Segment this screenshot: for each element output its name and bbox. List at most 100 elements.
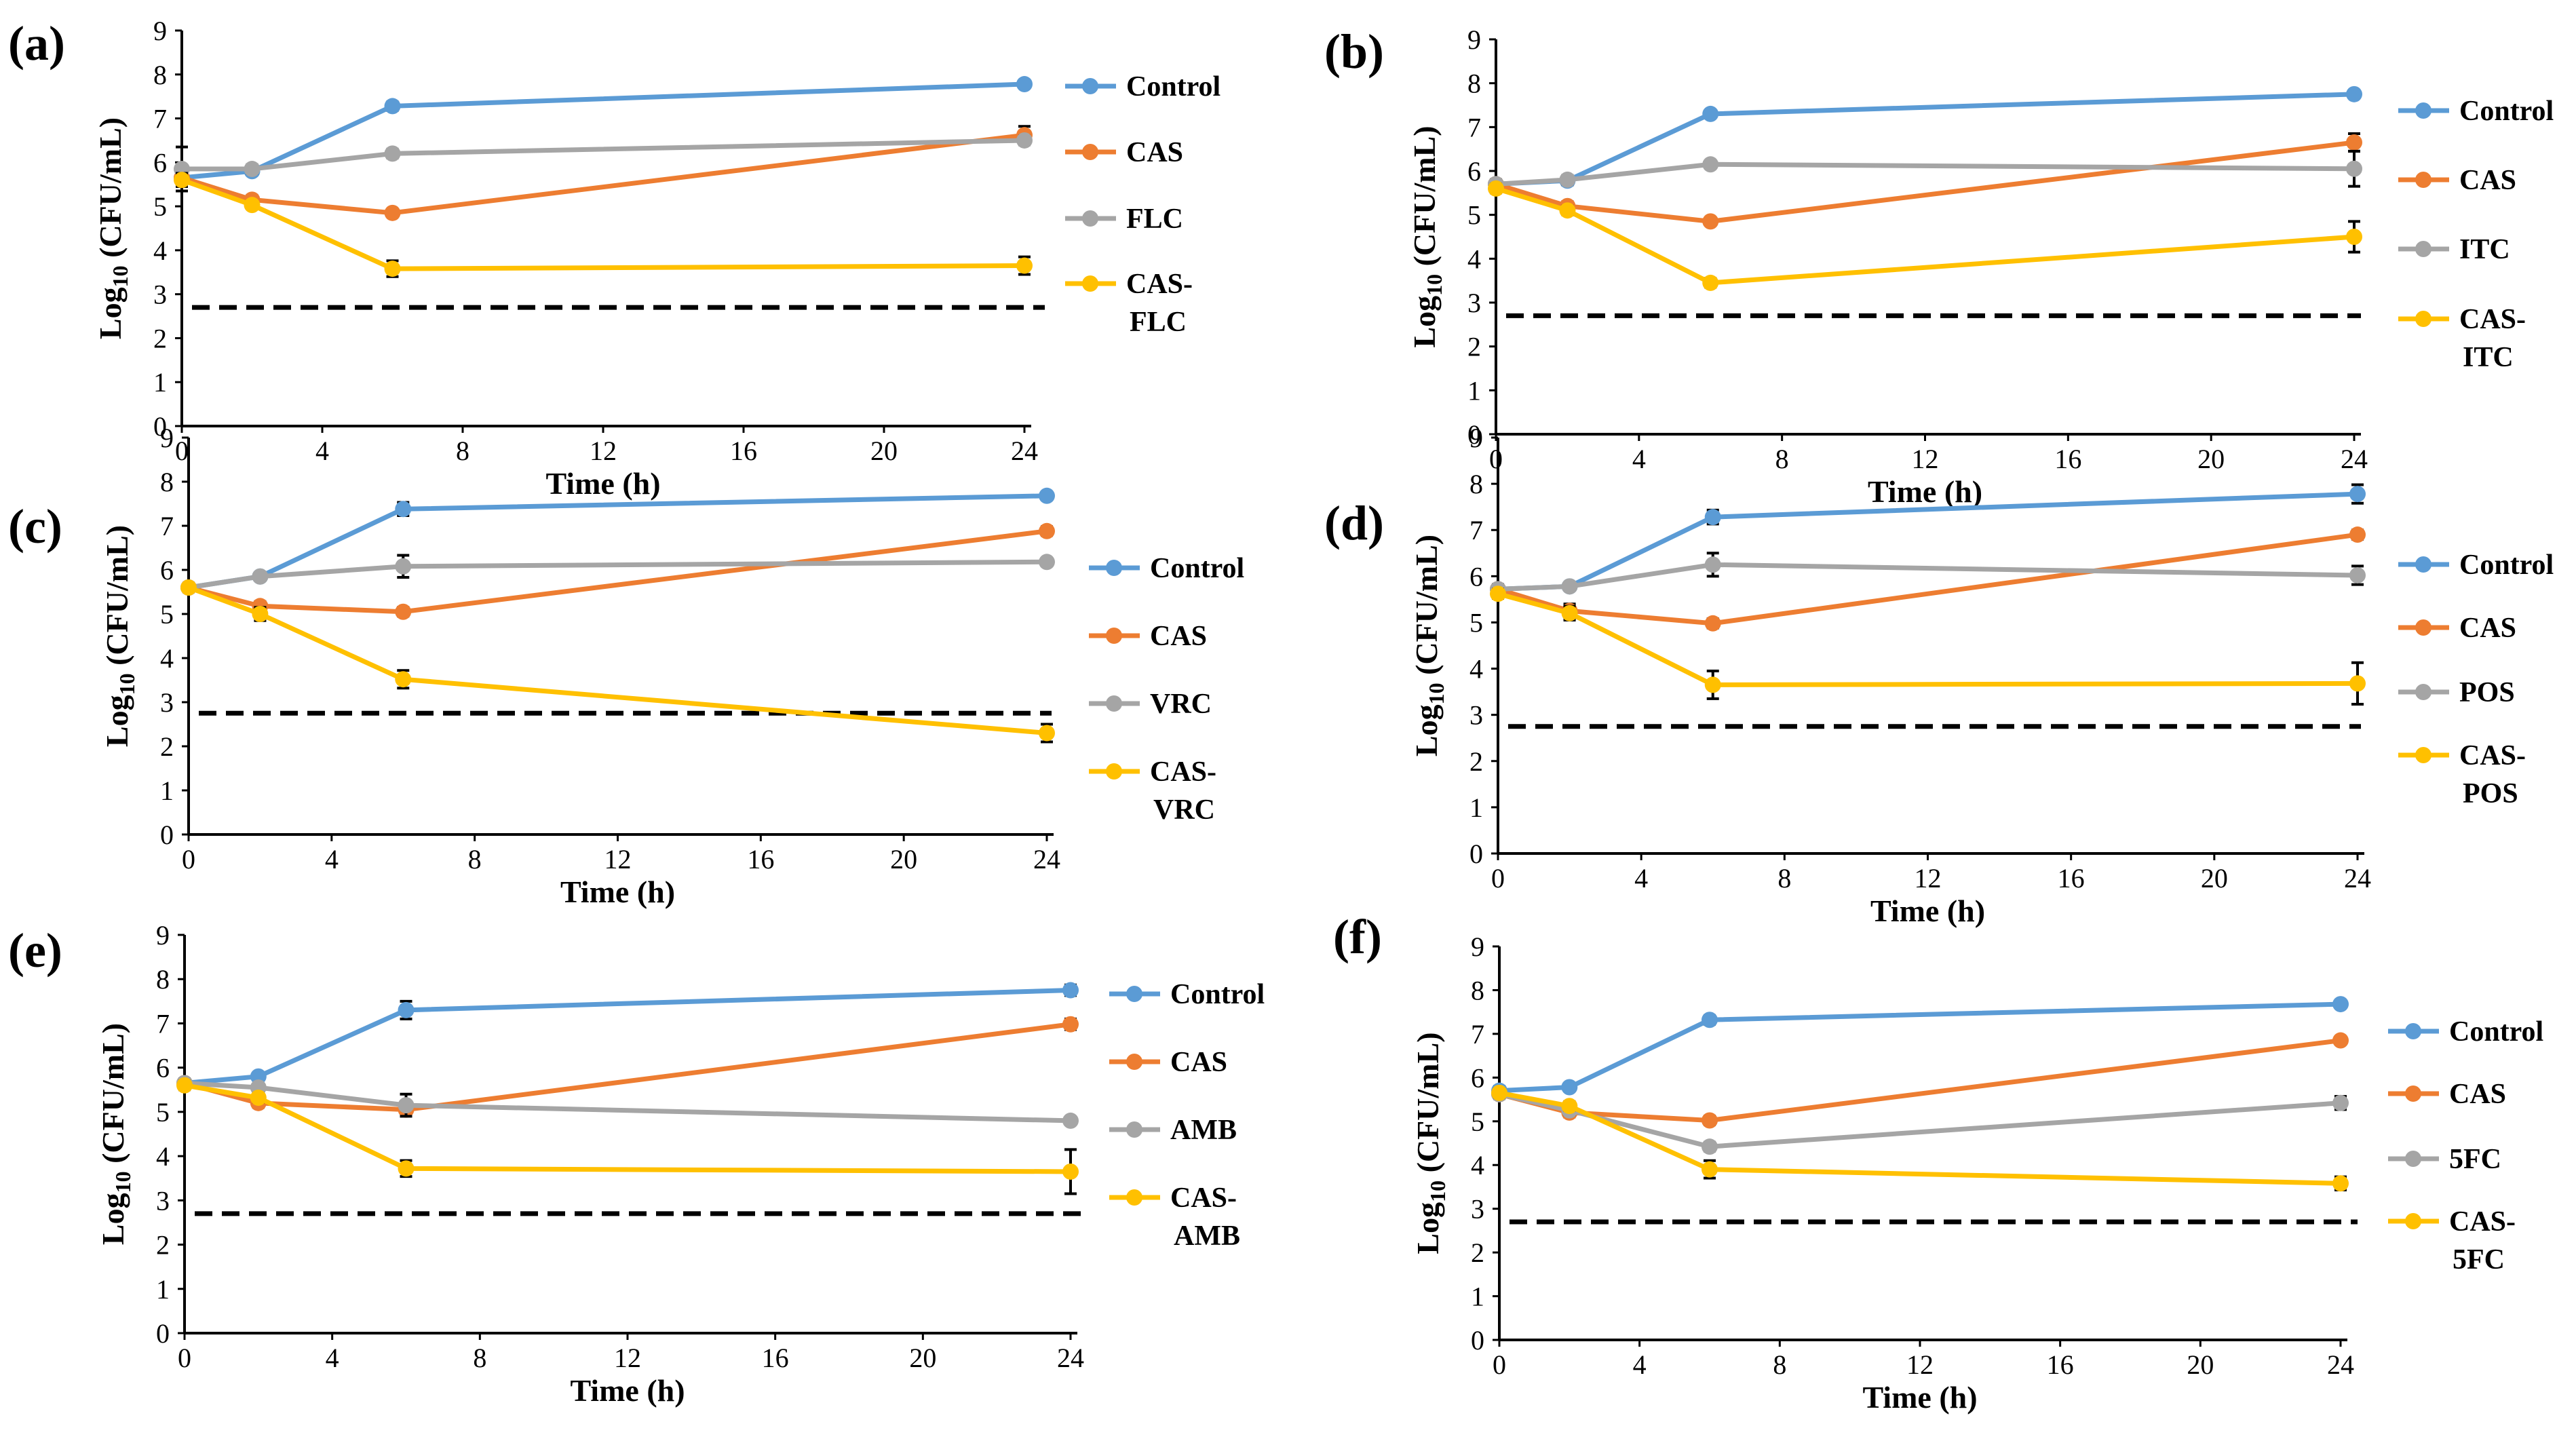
data-point (1062, 1112, 1079, 1129)
y-tick-label: 9 (1467, 24, 1481, 55)
data-point (174, 172, 190, 189)
x-tick-label: 12 (614, 1343, 641, 1373)
y-tick-label: 2 (153, 323, 167, 353)
y-tick-label: 3 (156, 1185, 170, 1216)
x-axis-title: Time (h) (1870, 894, 1985, 928)
data-point (1702, 1138, 1718, 1155)
data-point (250, 1090, 267, 1107)
legend-item: Control (2398, 96, 2554, 127)
x-tick-label: 16 (747, 844, 774, 875)
y-tick-label: 4 (156, 1141, 170, 1172)
series-control (176, 982, 1079, 1092)
data-point (1062, 1163, 1079, 1180)
x-tick-label: 8 (468, 844, 482, 875)
legend-item: CAS-POS (2398, 740, 2526, 809)
legend-label: CAS-AMB (1170, 1183, 1240, 1252)
data-point (1561, 1098, 1578, 1115)
y-axis-title: Log10 (CFU/mL) (1409, 535, 1448, 756)
legend-item: CAS (2398, 165, 2516, 196)
y-tick-label: 1 (160, 775, 174, 806)
y-tick-label: 0 (1471, 1325, 1484, 1356)
y-tick-label: 0 (1469, 839, 1483, 869)
data-point (1039, 522, 1055, 539)
x-axis-title: Time (h) (545, 466, 660, 501)
legend-swatch-marker (1106, 763, 1122, 780)
data-point (1039, 554, 1055, 571)
series-line (180, 177, 1025, 271)
panel-label: (d) (1324, 496, 1384, 550)
data-point (1016, 257, 1033, 274)
data-point (1704, 509, 1721, 526)
y-tick-label: 7 (153, 104, 167, 134)
series-line (187, 585, 1047, 735)
series-line (184, 1081, 1071, 1123)
x-tick-label: 24 (2327, 1349, 2354, 1380)
data-point (1702, 274, 1719, 291)
y-tick-label: 7 (156, 1008, 170, 1039)
x-tick-label: 8 (1777, 863, 1791, 894)
legend-label: CAS (1126, 137, 1183, 168)
series-line (1499, 1090, 2341, 1186)
legend-label: CAS-FLC (1126, 269, 1193, 338)
series-line (188, 529, 1047, 615)
series-cas-5fc (1491, 1084, 2349, 1192)
legend-label: AMB (1170, 1115, 1237, 1146)
panel-label: (a) (8, 16, 65, 71)
data-point (2349, 566, 2366, 583)
legend-item: Control (1065, 71, 1220, 102)
series-cas-flc (174, 172, 1033, 278)
x-tick-label: 4 (315, 436, 329, 466)
data-point (1561, 604, 1578, 621)
data-point (1702, 105, 1719, 122)
legend-item: ITC (2398, 234, 2510, 265)
y-axis-title: Log10 (CFU/mL) (1407, 126, 1446, 347)
y-tick-label: 2 (1467, 332, 1481, 362)
y-tick-label: 4 (160, 643, 174, 674)
series-line (184, 1083, 1071, 1174)
legend-label: CAS (2449, 1079, 2506, 1110)
y-tick-label: 6 (160, 555, 174, 585)
data-point (244, 197, 261, 214)
x-tick-label: 20 (2187, 1349, 2214, 1380)
y-tick-label: 3 (153, 280, 167, 310)
x-tick-label: 20 (2197, 444, 2225, 474)
series-line (180, 132, 1025, 216)
series-line (1497, 591, 2358, 687)
x-tick-label: 0 (178, 1343, 191, 1373)
data-point (2349, 526, 2366, 543)
data-point (2332, 996, 2349, 1013)
y-tick-label: 3 (1467, 288, 1481, 318)
legend-item: Control (2398, 550, 2554, 581)
series-control (1491, 996, 2349, 1099)
data-point (2332, 1094, 2349, 1111)
data-point (398, 1001, 415, 1018)
data-point (180, 579, 197, 596)
x-tick-label: 24 (1011, 436, 1038, 466)
series-cas-vrc (180, 579, 1055, 744)
legend-swatch-marker (2415, 311, 2431, 327)
legend-swatch-marker (1082, 275, 1098, 292)
data-point (1702, 156, 1719, 173)
data-point (2332, 1175, 2349, 1192)
data-point (1559, 202, 1576, 219)
panel-label: (c) (8, 499, 62, 554)
legend-item: CAS (2388, 1079, 2506, 1110)
legend-swatch-marker (2415, 684, 2431, 700)
legend-label: CAS-POS (2459, 740, 2526, 809)
x-tick-label: 8 (1775, 444, 1789, 474)
data-point (398, 1097, 415, 1114)
data-point (2346, 229, 2362, 245)
legend-label: CAS-ITC (2459, 304, 2526, 373)
y-tick-label: 3 (160, 687, 174, 718)
legend-item: CAS (1089, 621, 1207, 652)
series-line (1495, 186, 2355, 286)
series-line (1499, 1001, 2341, 1094)
legend-label: Control (2449, 1016, 2543, 1048)
data-point (2346, 134, 2362, 151)
legend-item: CAS-5FC (2388, 1206, 2516, 1275)
x-tick-label: 4 (1632, 444, 1646, 474)
legend-swatch-marker (1106, 628, 1122, 644)
y-tick-label: 7 (1467, 112, 1481, 142)
y-tick-label: 8 (1469, 469, 1483, 499)
